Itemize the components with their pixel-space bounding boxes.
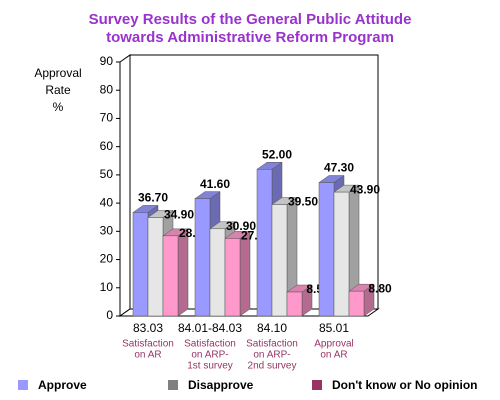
- y-tick-label: 40: [100, 195, 114, 209]
- bar: [194, 198, 211, 317]
- legend-label: Disapprove: [188, 378, 254, 392]
- bar-side: [239, 230, 251, 317]
- x-sub-label: Approval: [314, 339, 353, 350]
- x-sub-label: on AR: [134, 350, 161, 361]
- bar: [256, 168, 273, 317]
- y-tick-label: 50: [100, 167, 114, 181]
- x-sub-label: Satisfaction: [122, 339, 174, 350]
- value-label: 47.30: [324, 161, 354, 175]
- y-axis-label: Rate: [45, 83, 71, 97]
- value-label: 39.50: [288, 195, 318, 209]
- y-tick-label: 0: [106, 308, 113, 322]
- x-sub-label: on ARP-: [253, 350, 290, 361]
- y-axis-label: %: [53, 100, 64, 114]
- bar: [333, 191, 350, 317]
- y-tick-label: 30: [100, 224, 114, 238]
- chart-title: Survey Results of the General Public Att…: [89, 11, 412, 28]
- side-wall: [119, 54, 131, 317]
- value-label: 43.90: [350, 182, 380, 196]
- x-sub-label: Satisfaction: [184, 339, 236, 350]
- y-tick-label: 60: [100, 139, 114, 153]
- bar: [271, 204, 288, 317]
- bar: [162, 235, 179, 317]
- value-label: 34.90: [164, 208, 194, 222]
- value-label: 8.80: [368, 281, 392, 295]
- legend-swatch: [168, 380, 178, 390]
- y-tick-label: 90: [100, 54, 114, 68]
- value-label: 41.60: [200, 177, 230, 191]
- value-label: 30.90: [226, 219, 256, 233]
- legend-label: Approve: [38, 378, 87, 392]
- bar: [286, 291, 303, 317]
- bar: [209, 228, 226, 317]
- x-sub-label: Satisfaction: [246, 339, 298, 350]
- x-tick-label: 84.10: [257, 321, 287, 335]
- value-label: 52.00: [262, 147, 292, 161]
- bar-side: [177, 228, 189, 317]
- y-tick-label: 20: [100, 252, 114, 266]
- legend-swatch: [18, 380, 28, 390]
- x-sub-label: on ARP-: [191, 350, 228, 361]
- bar: [132, 212, 149, 317]
- x-tick-label: 83.03: [133, 321, 163, 335]
- bar: [224, 238, 241, 317]
- value-label: 36.70: [138, 191, 168, 205]
- chart-title: towards Administrative Reform Program: [106, 29, 394, 46]
- legend-swatch: [312, 380, 322, 390]
- y-axis-label: Approval: [34, 66, 81, 80]
- x-sub-label: 2nd survey: [248, 361, 297, 372]
- x-tick-label: 85.01: [319, 321, 349, 335]
- bar: [318, 182, 335, 317]
- bar: [147, 217, 164, 317]
- x-sub-label: on AR: [320, 350, 347, 361]
- y-tick-label: 70: [100, 111, 114, 125]
- x-sub-label: 1st survey: [187, 361, 233, 372]
- bar: [348, 290, 365, 317]
- legend-label: Don't know or No opinion: [332, 378, 478, 392]
- x-tick-label: 84.01-84.03: [178, 321, 242, 335]
- y-tick-label: 10: [100, 280, 114, 294]
- y-tick-label: 80: [100, 82, 114, 96]
